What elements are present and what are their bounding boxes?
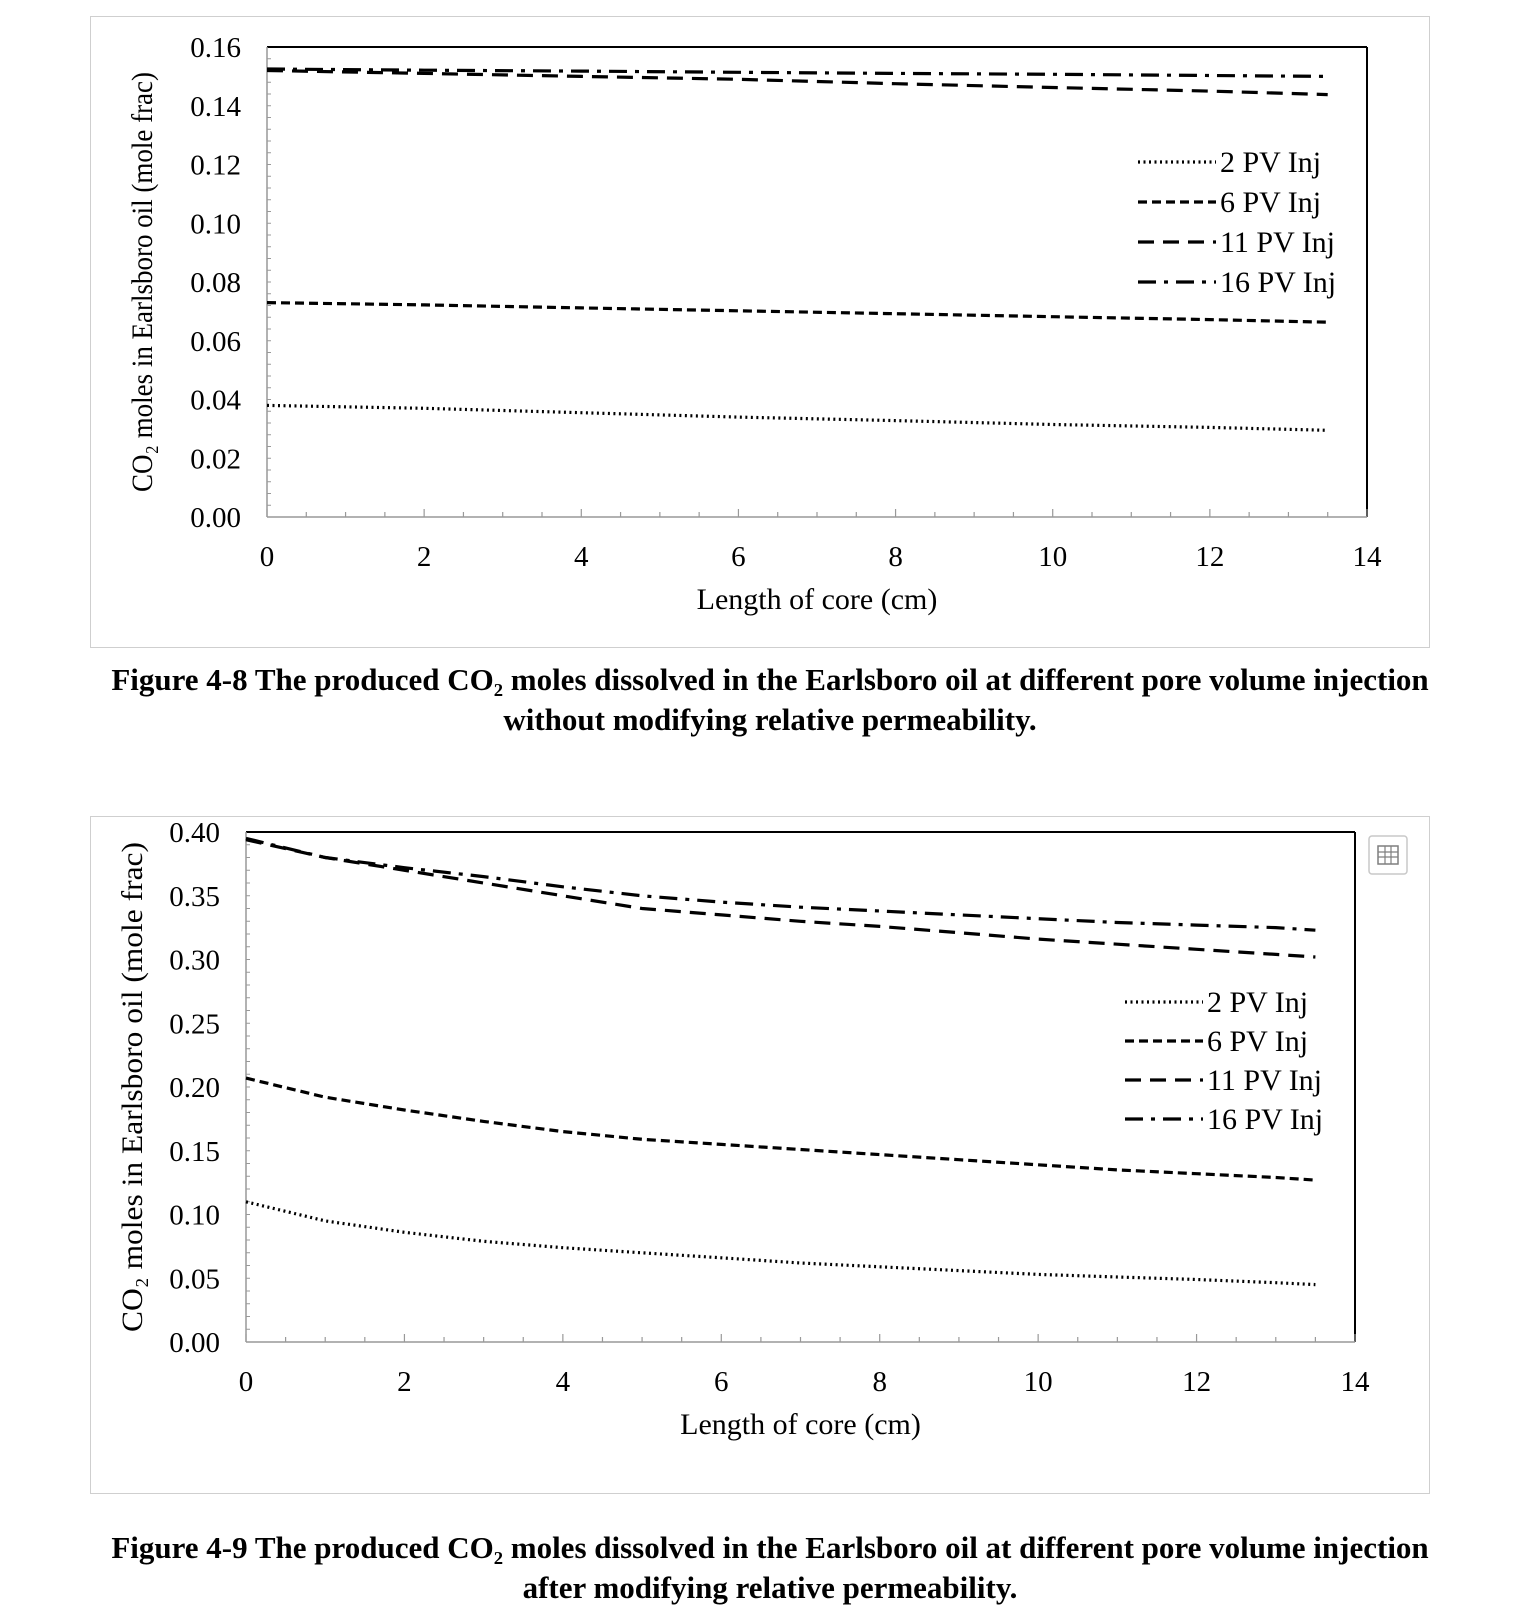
x-tick-label: 12 bbox=[1182, 1366, 1211, 1398]
figure-4-9-caption-text: The produced CO₂ moles dissolved in the … bbox=[254, 1530, 1429, 1605]
series-line-16-pv-inj bbox=[245, 836, 1316, 932]
legend-label-2-pv-inj: 2 PV Inj bbox=[1220, 146, 1321, 179]
chart-frame-figure-4-8 bbox=[90, 16, 1430, 648]
x-tick-label: 0 bbox=[239, 1366, 254, 1398]
y-tick-label: 0.16 bbox=[190, 32, 241, 64]
x-tick-label: 2 bbox=[417, 541, 432, 573]
y-tick-label: 0.02 bbox=[190, 443, 241, 475]
series-line-6-pv-inj bbox=[266, 301, 1328, 324]
legend-label-11-pv-inj: 11 PV Inj bbox=[1207, 1064, 1322, 1097]
legend-label-2-pv-inj: 2 PV Inj bbox=[1207, 986, 1308, 1019]
x-axis-title: Length of core (cm) bbox=[697, 583, 938, 616]
x-tick-label: 14 bbox=[1353, 541, 1383, 573]
y-tick-label: 0.25 bbox=[169, 1008, 220, 1040]
y-tick-label: 0.14 bbox=[190, 91, 241, 123]
y-tick-label: 0.05 bbox=[169, 1263, 220, 1295]
x-tick-label: 10 bbox=[1024, 1366, 1053, 1398]
x-axis-title: Length of core (cm) bbox=[680, 1408, 921, 1441]
series-line-6-pv-inj bbox=[245, 1076, 1316, 1182]
y-tick-label: 0.30 bbox=[169, 945, 220, 977]
series-line-11-pv-inj bbox=[266, 68, 1328, 97]
figure-4-8-caption-text: The produced CO₂ moles dissolved in the … bbox=[254, 662, 1429, 737]
y-tick-label: 0.00 bbox=[169, 1327, 220, 1359]
y-tick-label: 0.35 bbox=[169, 881, 220, 913]
x-tick-label: 12 bbox=[1195, 541, 1224, 573]
x-tick-label: 6 bbox=[714, 1366, 729, 1398]
x-tick-label: 4 bbox=[574, 541, 589, 573]
legend-label-11-pv-inj: 11 PV Inj bbox=[1220, 226, 1335, 259]
chart-figure-4-8: 0.00 0.02 0.04 0.06 0.08 0.10 0.12 0.14 0.16 0 2 4 6… bbox=[126, 32, 1383, 616]
y-tick-label: 0.04 bbox=[190, 385, 241, 417]
y-tick-label: 0.06 bbox=[190, 326, 241, 358]
y-tick-label: 0.20 bbox=[169, 1072, 220, 1104]
chart-figure-4-9: 0.00 0.05 0.10 0.15 0.20 0.25 0.30 0.35 0.40 0 2 4 6… bbox=[116, 817, 1408, 1441]
chart-elements-button-frame[interactable] bbox=[1368, 835, 1408, 875]
chart-frame-figure-4-9 bbox=[90, 816, 1430, 1494]
figure-4-8-label: Figure 4-8 bbox=[111, 662, 248, 697]
series-line-16-pv-inj bbox=[266, 67, 1328, 78]
y-tick-label: 0.40 bbox=[169, 817, 220, 849]
x-tick-label: 4 bbox=[556, 1366, 571, 1398]
legend-label-6-pv-inj: 6 PV Inj bbox=[1220, 186, 1321, 219]
y-tick-label: 0.08 bbox=[190, 267, 241, 299]
legend-label-16-pv-inj: 16 PV Inj bbox=[1207, 1103, 1323, 1136]
y-tick-label: 0.00 bbox=[190, 502, 241, 534]
figure-4-8-caption: Figure 4-8 The produced CO₂ moles dissol… bbox=[90, 660, 1450, 740]
x-tick-label: 6 bbox=[731, 541, 746, 573]
x-tick-label: 14 bbox=[1341, 1366, 1371, 1398]
legend-label-16-pv-inj: 16 PV Inj bbox=[1220, 266, 1336, 299]
figure-4-9-caption: Figure 4-9 The produced CO₂ moles dissol… bbox=[90, 1528, 1450, 1608]
y-tick-label: 0.12 bbox=[190, 150, 241, 182]
table-icon bbox=[1377, 845, 1399, 865]
x-tick-label: 10 bbox=[1038, 541, 1067, 573]
y-tick-label: 0.15 bbox=[169, 1136, 220, 1168]
y-axis-title: CO₂ moles in Earlsboro oil (mole frac) bbox=[126, 72, 159, 492]
y-tick-label: 0.10 bbox=[169, 1200, 220, 1232]
y-axis-title: CO₂ moles in Earlsboro oil (mole frac) bbox=[116, 842, 149, 1332]
series-line-11-pv-inj bbox=[245, 838, 1316, 959]
chart-elements-button[interactable] bbox=[1368, 835, 1408, 875]
series-line-2-pv-inj bbox=[245, 1200, 1316, 1287]
x-tick-label: 8 bbox=[872, 1366, 887, 1398]
x-tick-label: 8 bbox=[888, 541, 903, 573]
y-tick-label: 0.10 bbox=[190, 208, 241, 240]
x-tick-label: 2 bbox=[397, 1366, 412, 1398]
legend-label-6-pv-inj: 6 PV Inj bbox=[1207, 1025, 1308, 1058]
series-line-2-pv-inj bbox=[266, 403, 1328, 432]
x-tick-label: 0 bbox=[260, 541, 275, 573]
figure-4-9-label: Figure 4-9 bbox=[111, 1530, 248, 1565]
